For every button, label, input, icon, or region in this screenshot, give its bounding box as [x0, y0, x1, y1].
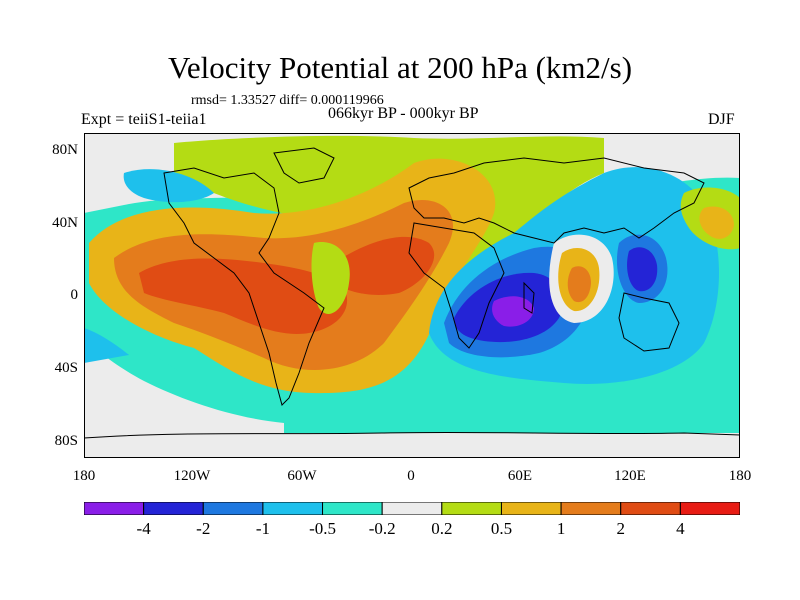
- lon-label: 120E: [614, 468, 646, 484]
- colorbar-swatch: [620, 502, 681, 515]
- lon-label: 0: [407, 468, 415, 484]
- colorbar-label: -1: [255, 519, 270, 538]
- lon-label: 180: [72, 468, 96, 484]
- colorbar-swatch: [322, 502, 383, 515]
- stats-label: rmsd= 1.33527 diff= 0.000119966: [191, 93, 384, 108]
- colorbar-label: 0.5: [490, 519, 513, 538]
- colorbar-swatch: [560, 502, 622, 515]
- colorbar-label: -0.2: [368, 519, 396, 538]
- contour-field: [84, 133, 740, 458]
- coastlines: [84, 147, 740, 439]
- colorbar-swatch: [500, 502, 562, 515]
- lat-label: 0: [70, 287, 79, 303]
- lon-label: 180: [728, 468, 752, 484]
- colorbar-label: -0.5: [309, 519, 336, 538]
- lat-label: 80N: [52, 142, 78, 158]
- colorbar-swatch: [202, 502, 264, 515]
- colorbar-label: 4: [676, 519, 685, 538]
- colorbar-label: -4: [136, 519, 151, 538]
- colorbar-swatch: [262, 502, 324, 515]
- lat-label: 80S: [54, 433, 78, 449]
- lon-label: 60W: [287, 468, 317, 484]
- colorbar-label: -2: [196, 519, 211, 538]
- colorbar-label: 0.2: [431, 519, 453, 538]
- lon-label: 120W: [173, 468, 211, 484]
- lat-label: 40N: [52, 215, 78, 231]
- lat-label: 40S: [54, 360, 78, 376]
- colorbar-label: 1: [556, 519, 566, 538]
- period-label: 066kyr BP - 000kyr BP: [328, 105, 479, 122]
- colorbar-swatch: [381, 502, 443, 515]
- lon-label: 60E: [507, 468, 533, 484]
- experiment-label: Expt = teiiS1-teiia1: [81, 111, 207, 128]
- colorbar-swatch: [143, 502, 204, 515]
- chart-title: Velocity Potential at 200 hPa (km2/s): [167, 50, 633, 85]
- map-plot: [84, 133, 740, 458]
- season-label: DJF: [708, 111, 735, 128]
- colorbar-swatch: [84, 502, 145, 515]
- colorbar-swatch: [441, 502, 502, 515]
- colorbar-label: 2: [616, 519, 625, 538]
- colorbar: [84, 502, 740, 515]
- colorbar-swatch: [679, 502, 740, 515]
